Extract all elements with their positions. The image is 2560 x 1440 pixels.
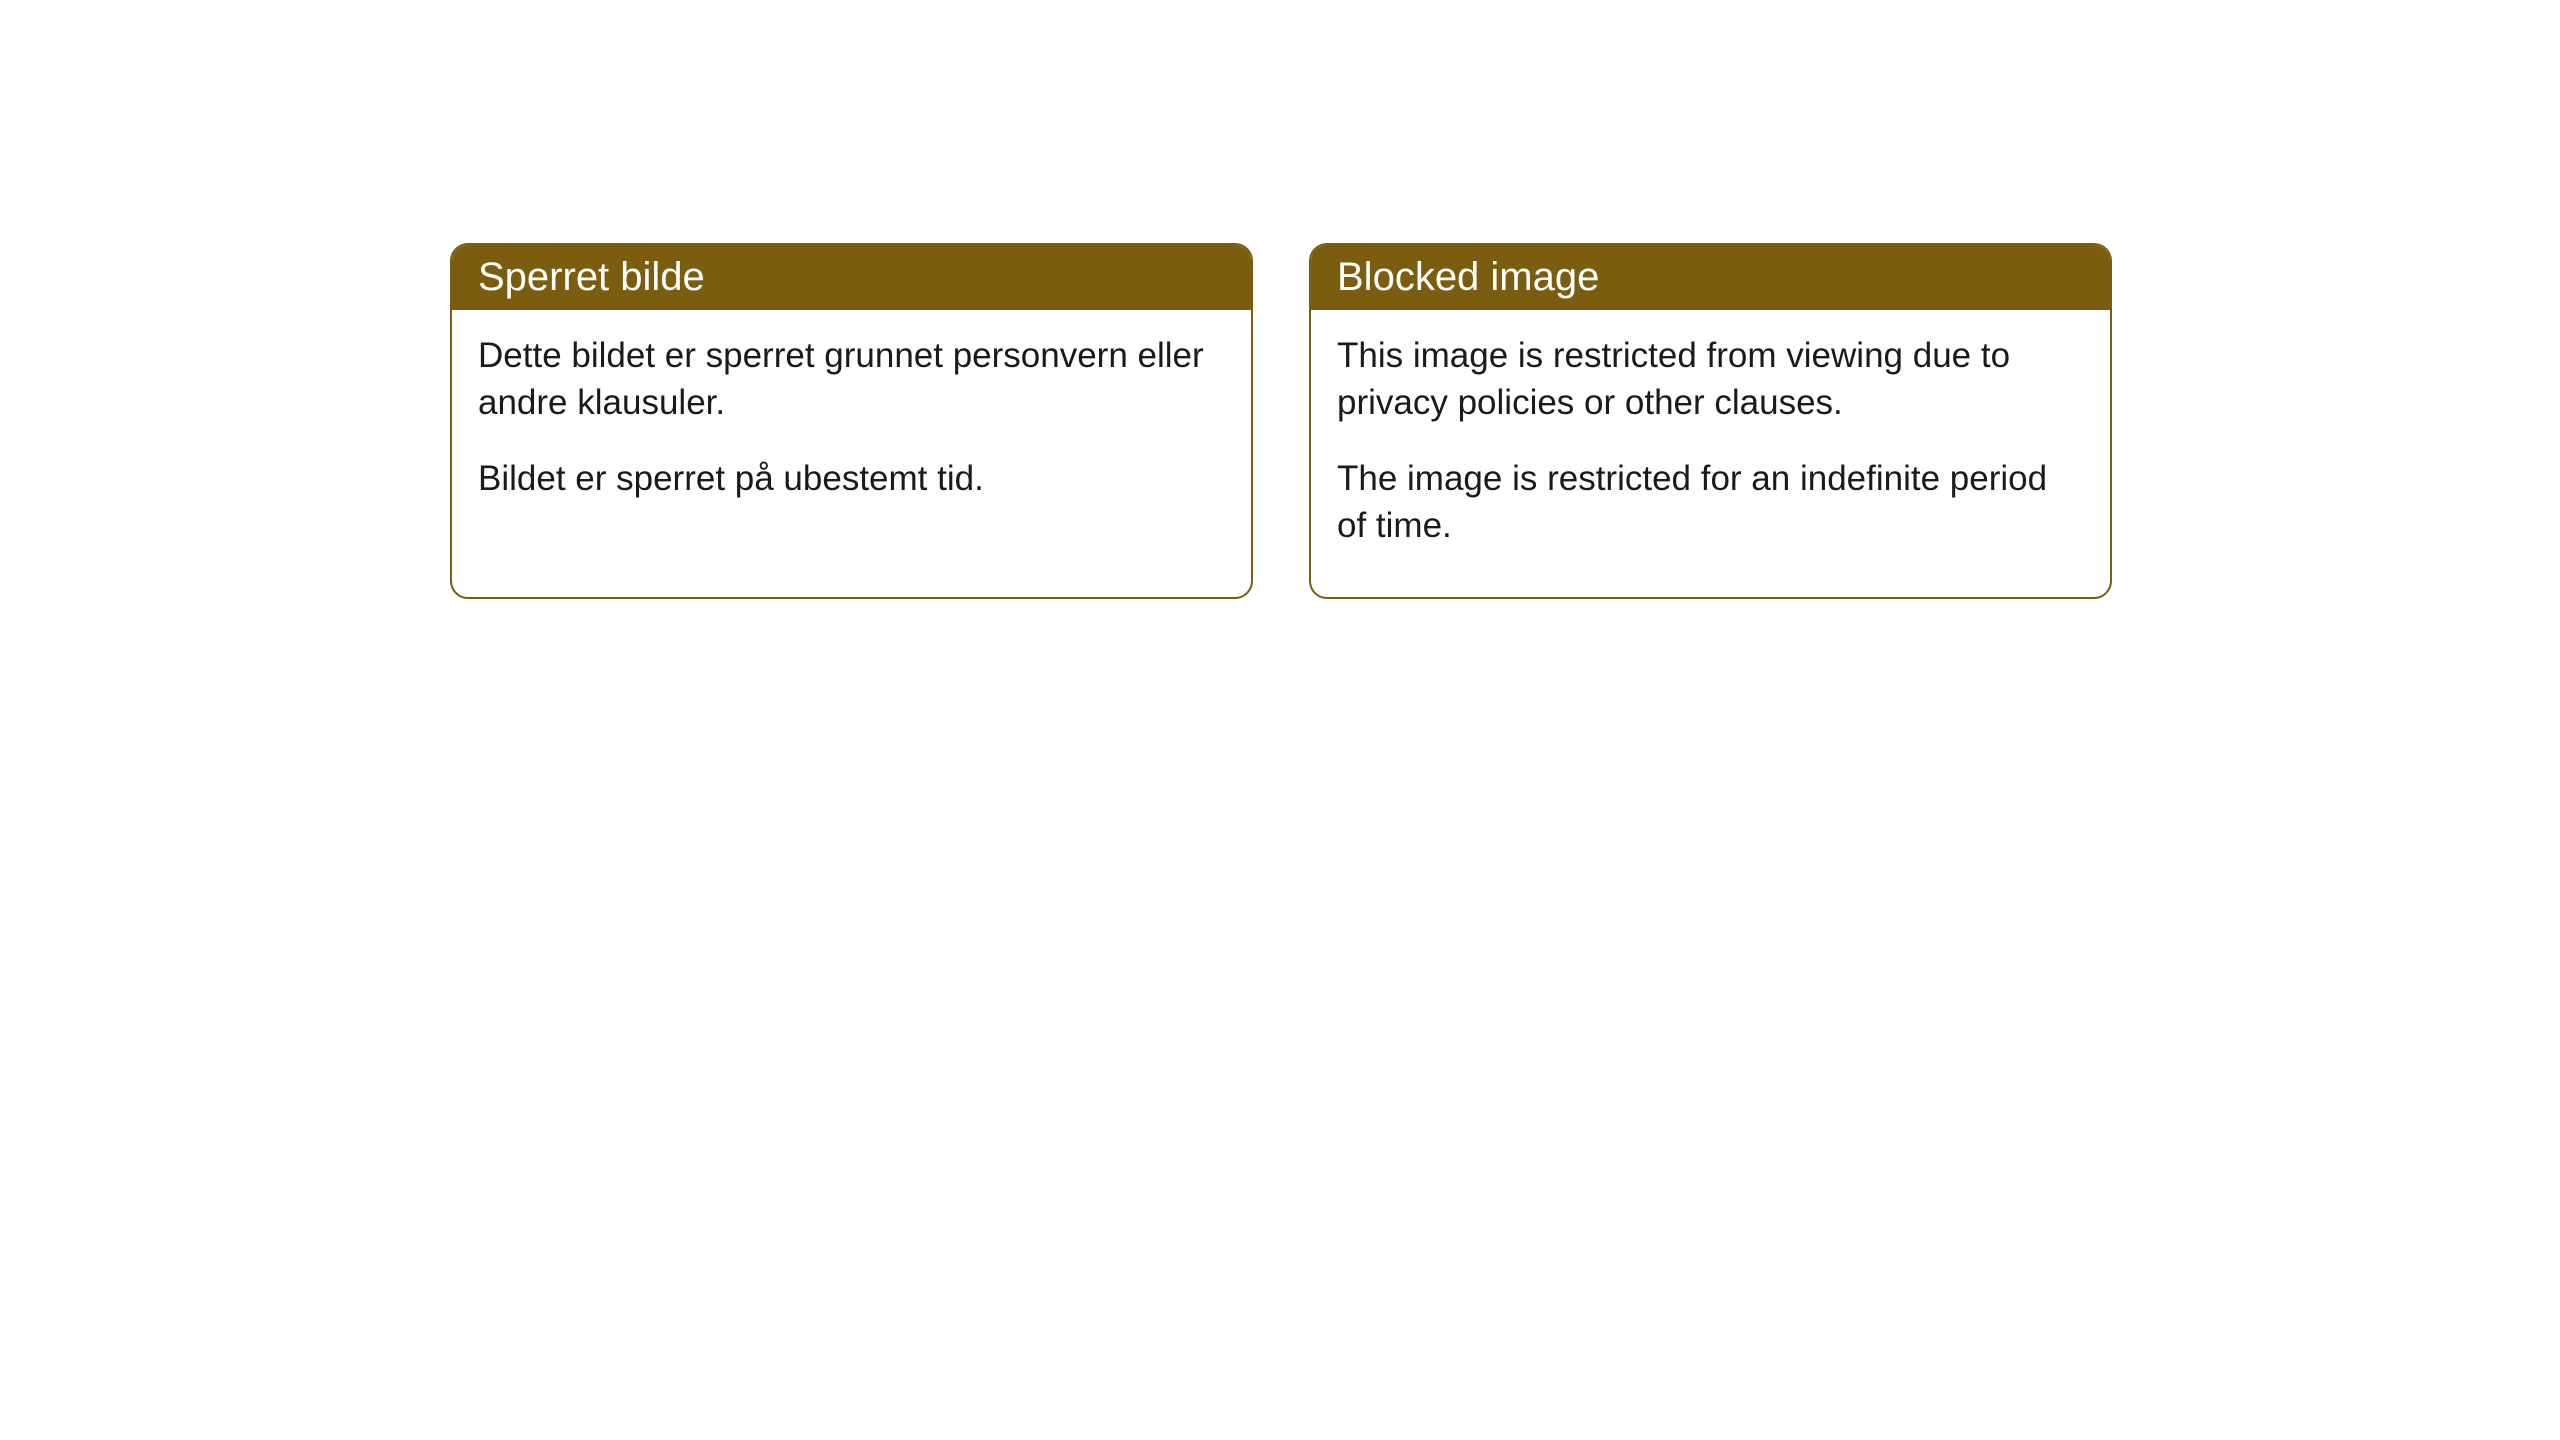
card-paragraph-1-no: Dette bildet er sperret grunnet personve… — [478, 332, 1225, 427]
blocked-image-card-en: Blocked image This image is restricted f… — [1309, 243, 2112, 599]
card-paragraph-2-no: Bildet er sperret på ubestemt tid. — [478, 455, 1225, 502]
blocked-image-card-no: Sperret bilde Dette bildet er sperret gr… — [450, 243, 1253, 599]
card-paragraph-2-en: The image is restricted for an indefinit… — [1337, 455, 2084, 550]
card-body-no: Dette bildet er sperret grunnet personve… — [452, 310, 1251, 550]
card-body-en: This image is restricted from viewing du… — [1311, 310, 2110, 597]
card-paragraph-1-en: This image is restricted from viewing du… — [1337, 332, 2084, 427]
card-header-no: Sperret bilde — [452, 245, 1251, 310]
cards-container: Sperret bilde Dette bildet er sperret gr… — [450, 243, 2112, 599]
card-header-en: Blocked image — [1311, 245, 2110, 310]
